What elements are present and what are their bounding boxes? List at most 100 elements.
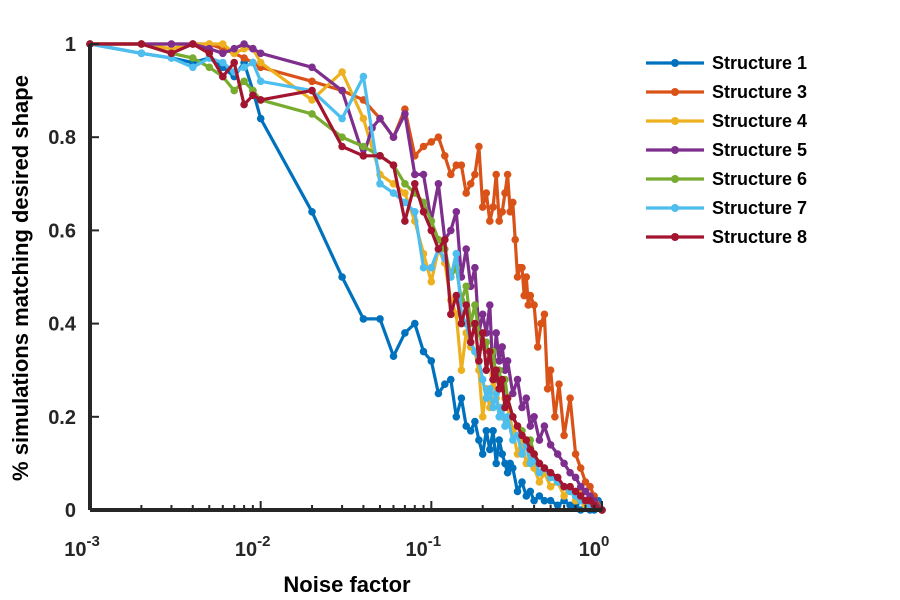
data-point: [256, 77, 265, 86]
data-point: [240, 40, 248, 48]
data-point: [189, 40, 197, 48]
data-point: [427, 226, 436, 235]
series-1: [86, 40, 606, 514]
data-point: [509, 436, 517, 444]
data-point: [137, 40, 146, 48]
legend-label: Structure 4: [712, 111, 807, 131]
data-point: [447, 375, 455, 384]
data-point: [586, 482, 594, 491]
data-point: [526, 422, 535, 430]
data-point: [338, 86, 346, 95]
data-point: [495, 357, 504, 365]
legend-item: Structure 1: [646, 53, 807, 73]
data-point: [540, 464, 549, 472]
data-point: [486, 347, 494, 356]
data-point: [486, 385, 494, 393]
data-point: [535, 436, 544, 444]
data-point: [546, 441, 555, 449]
data-point: [486, 301, 494, 309]
data-point: [462, 301, 471, 309]
data-point: [434, 245, 443, 253]
data-point: [411, 170, 419, 179]
data-point: [338, 68, 346, 76]
data-point: [230, 86, 238, 95]
data-point: [503, 413, 512, 421]
data-point: [427, 277, 436, 286]
data-point: [401, 329, 409, 337]
data-point: [553, 501, 562, 510]
data-point: [338, 133, 346, 141]
data-point: [478, 413, 487, 421]
data-point: [478, 203, 487, 211]
data-point: [419, 142, 428, 151]
legend-label: Structure 5: [712, 140, 807, 160]
y-axis-title: % simulations matching desired shape: [8, 75, 33, 481]
data-point: [462, 245, 471, 253]
legend-marker: [671, 204, 679, 212]
series-7: [86, 40, 606, 514]
data-point: [434, 180, 443, 188]
data-point: [566, 394, 574, 403]
data-point: [376, 180, 384, 188]
data-point: [419, 208, 428, 216]
data-point: [462, 282, 471, 291]
data-point: [489, 375, 497, 384]
data-point: [359, 315, 368, 323]
data-point: [518, 263, 526, 272]
data-point: [530, 413, 538, 421]
data-point: [560, 482, 568, 491]
data-point: [492, 170, 501, 179]
data-point: [338, 114, 346, 123]
data-point: [419, 263, 428, 272]
data-point: [511, 235, 519, 244]
data-point: [308, 208, 316, 216]
data-point: [167, 49, 176, 58]
data-point: [495, 436, 504, 444]
data-point: [571, 473, 580, 482]
data-point: [486, 217, 494, 225]
data-point: [256, 114, 265, 123]
data-point: [240, 100, 248, 109]
data-point: [478, 310, 487, 319]
data-point: [434, 133, 443, 141]
data-point: [441, 380, 449, 389]
data-point: [471, 301, 479, 309]
data-point: [509, 389, 517, 398]
data-point: [475, 436, 483, 444]
legend-marker: [671, 59, 679, 67]
y-tick-label: 0: [65, 500, 76, 522]
data-point: [482, 189, 491, 197]
data-point: [249, 91, 257, 100]
data-point: [576, 482, 585, 491]
axes: [88, 43, 603, 512]
data-point: [230, 58, 238, 67]
legend-label: Structure 6: [712, 169, 807, 189]
data-point: [492, 366, 501, 375]
data-point: [530, 301, 538, 309]
data-point: [509, 464, 517, 472]
data-point: [581, 478, 590, 486]
data-point: [501, 459, 509, 468]
data-point: [471, 170, 479, 179]
data-point: [503, 170, 512, 179]
legend-item: Structure 8: [646, 227, 807, 247]
x-tick-label: 10-2: [235, 533, 271, 561]
data-point: [411, 208, 419, 216]
data-point: [513, 273, 522, 281]
y-tick-label: 0.6: [48, 220, 76, 242]
data-point: [533, 343, 542, 351]
legend-marker: [671, 117, 679, 125]
data-point: [526, 487, 535, 496]
data-point: [551, 413, 559, 421]
data-point: [503, 394, 512, 403]
data-point: [526, 291, 535, 300]
data-point: [546, 496, 555, 505]
data-point: [530, 450, 538, 458]
legend-marker: [671, 233, 679, 241]
data-point: [249, 44, 257, 53]
data-point: [546, 366, 555, 375]
legend-label: Structure 1: [712, 53, 807, 73]
legend-label: Structure 3: [712, 82, 807, 102]
data-point: [389, 133, 398, 141]
